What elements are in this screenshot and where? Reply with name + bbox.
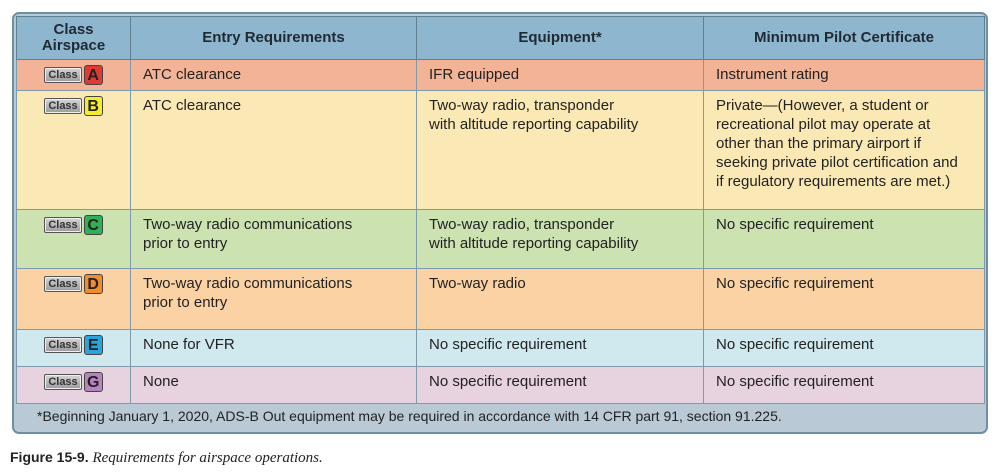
entry-cell: Two-way radio communications prior to ent…	[130, 209, 417, 269]
figure-caption: Figure 15-9. Requirements for airspace o…	[10, 449, 323, 467]
equipment-cell: IFR equipped	[416, 59, 704, 91]
class-badge: Class A	[44, 65, 103, 85]
class-badge: Class B	[44, 96, 103, 116]
figure-number: Figure 15-9.	[10, 449, 89, 465]
airspace-table-frame: Class Airspace Entry Requirements Equipme…	[12, 12, 988, 434]
entry-cell: None	[130, 366, 417, 404]
certificate-cell: Instrument rating	[703, 59, 985, 91]
table-row: Class A ATC clearance IFR equipped Instrumen…	[16, 59, 985, 91]
class-cell: Class D	[16, 268, 131, 330]
figure-title: Requirements for airspace operations.	[92, 450, 323, 466]
class-cell: Class A	[16, 59, 131, 91]
certificate-cell: No specific requirement	[703, 209, 985, 269]
class-cell: Class B	[16, 90, 131, 210]
certificate-cell: No specific requirement	[703, 268, 985, 330]
class-badge: Class D	[44, 274, 103, 294]
equipment-cell: Two-way radio, transponder with altitude …	[416, 90, 704, 210]
class-word-label: Class	[44, 374, 82, 390]
class-word-label: Class	[44, 217, 82, 233]
certificate-cell: No specific requirement	[703, 366, 985, 404]
class-cell: Class G	[16, 366, 131, 404]
table-row: Class C Two-way radio communications prior …	[16, 209, 985, 269]
class-letter: D	[83, 274, 103, 294]
class-letter: B	[83, 96, 103, 116]
header-class-airspace-label: Class Airspace	[41, 21, 106, 54]
entry-cell: Two-way radio communications prior to ent…	[130, 268, 417, 330]
header-entry-requirements: Entry Requirements	[130, 16, 417, 60]
class-word-label: Class	[44, 276, 82, 292]
header-minimum-pilot-certificate: Minimum Pilot Certificate	[703, 16, 985, 60]
class-badge: Class C	[44, 215, 103, 235]
class-word-label: Class	[44, 337, 82, 353]
certificate-cell: No specific requirement	[703, 329, 985, 367]
table-row: Class D Two-way radio communications prior …	[16, 268, 985, 330]
class-word-label: Class	[44, 98, 82, 114]
entry-cell: ATC clearance	[130, 59, 417, 91]
equipment-cell: No specific requirement	[416, 329, 704, 367]
class-letter: G	[83, 372, 103, 392]
header-equipment: Equipment*	[416, 16, 704, 60]
certificate-cell: Private—(However, a student or recreation…	[703, 90, 985, 210]
class-cell: Class C	[16, 209, 131, 269]
table-row: Class E None for VFR No specific requiremen…	[16, 329, 985, 367]
header-class-airspace: Class Airspace	[16, 16, 131, 60]
class-word-label: Class	[44, 67, 82, 83]
airspace-requirements-table: Class Airspace Entry Requirements Equipme…	[16, 16, 985, 404]
table-row: Class B ATC clearance Two-way radio, transp…	[16, 90, 985, 210]
class-badge: Class G	[44, 372, 103, 392]
equipment-footnote: *Beginning January 1, 2020, ADS-B Out eq…	[37, 408, 782, 424]
class-letter: E	[83, 335, 103, 355]
class-letter: C	[83, 215, 103, 235]
table-row: Class G None No specific requirement No spec…	[16, 366, 985, 404]
equipment-cell: No specific requirement	[416, 366, 704, 404]
entry-cell: None for VFR	[130, 329, 417, 367]
entry-cell: ATC clearance	[130, 90, 417, 210]
class-letter: A	[83, 65, 103, 85]
table-header-row: Class Airspace Entry Requirements Equipme…	[16, 16, 985, 60]
equipment-cell: Two-way radio, transponder with altitude …	[416, 209, 704, 269]
class-cell: Class E	[16, 329, 131, 367]
class-badge: Class E	[44, 335, 103, 355]
equipment-cell: Two-way radio	[416, 268, 704, 330]
